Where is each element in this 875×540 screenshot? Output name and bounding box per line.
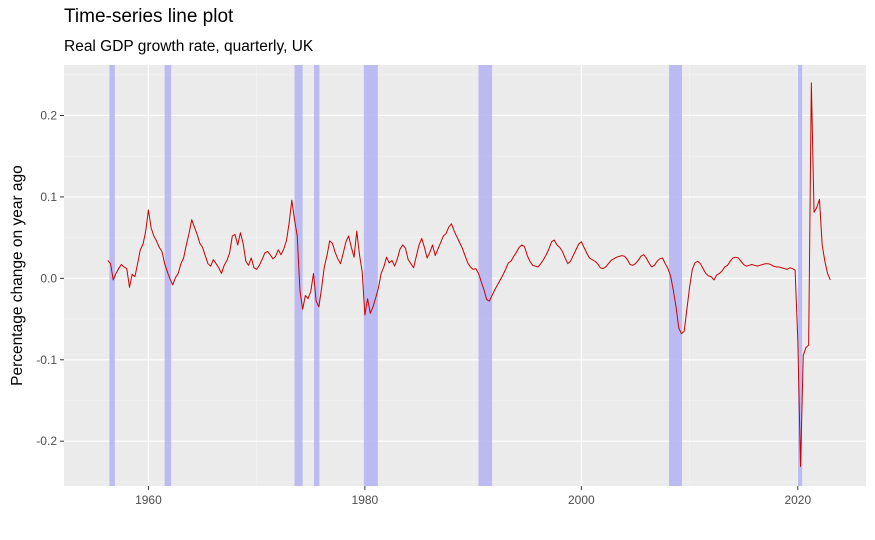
y-axis-title: Percentage change on year ago: [9, 165, 26, 386]
recession-band: [314, 65, 320, 486]
y-tick-label: -0.1: [36, 353, 57, 367]
gdp-growth-line: [107, 82, 831, 467]
x-axis: 1960 1980 2000 2020: [135, 486, 811, 507]
y-axis: -0.2 -0.1 0.0 0.1 0.2: [36, 108, 64, 448]
chart-subtitle: Real GDP growth rate, quarterly, UK: [64, 38, 314, 55]
x-tick-label: 2020: [784, 493, 811, 507]
recession-band: [669, 65, 683, 486]
recession-band: [797, 65, 803, 486]
y-tick-label: 0.0: [40, 271, 57, 285]
x-tick-label: 1980: [352, 493, 379, 507]
x-tick-label: 1960: [135, 493, 162, 507]
recession-band: [478, 65, 493, 486]
x-tick-label: 2000: [568, 493, 595, 507]
y-tick-label: 0.1: [40, 190, 57, 204]
y-tick-label: -0.2: [36, 434, 57, 448]
chart-title: Time-series line plot: [64, 6, 234, 27]
recession-band: [164, 65, 172, 486]
recession-band: [294, 65, 303, 486]
y-tick-label: 0.2: [40, 108, 57, 122]
recession-band: [363, 65, 378, 486]
minor-gridlines: [64, 65, 866, 486]
plot-panel: [64, 65, 866, 486]
